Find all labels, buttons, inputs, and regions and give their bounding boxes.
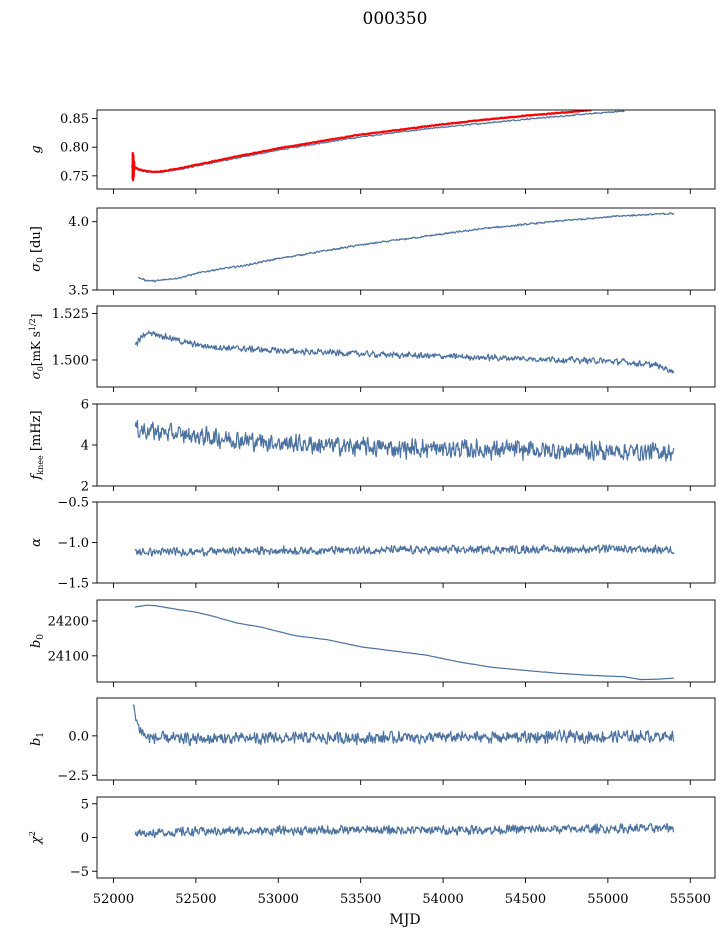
series-line-chi2 (134, 822, 675, 839)
svg-text:b0: b0 (29, 634, 46, 648)
svg-text:fknee [mHz]: fknee [mHz] (29, 410, 45, 480)
x-tick-label: 55000 (587, 892, 628, 907)
panel-fknee: fknee [mHz] 2 4 6 (29, 398, 716, 495)
figure-title: 000350 (363, 9, 428, 29)
x-tick-label: 54000 (422, 892, 463, 907)
y-tick-label: 3.5 (68, 284, 89, 299)
x-axis: 52000 52500 53000 53500 54000 54500 55000 55500 (93, 892, 711, 907)
panel-sigma0-du: σ0 [du] 3.5 4.0 (29, 207, 716, 299)
ylabel-sigma0-mks: σ0[mK s1/2] (28, 314, 45, 380)
series-group-sigma0_mks (134, 330, 675, 374)
series-line-b0 (134, 604, 674, 681)
y-tick-label: −1.0 (57, 536, 89, 551)
series-group-b0 (134, 604, 674, 681)
y-tick-label: 2 (81, 480, 89, 495)
x-tick-label: 54500 (505, 892, 546, 907)
x-tick-label: 55500 (670, 892, 711, 907)
svg-text:σ0 [du]: σ0 [du] (29, 226, 46, 272)
ylabel-sigma0-du: σ0 [du] (29, 226, 46, 272)
y-tick-label: −2.5 (57, 769, 89, 784)
panel-b1: b1 −2.5 0.0 (29, 697, 716, 785)
series-group-b1 (132, 704, 675, 747)
y-tick-label: 4 (81, 439, 89, 454)
y-tick-label: 6 (81, 398, 89, 413)
ylabel-b1: b1 (29, 732, 46, 746)
y-tick-label: 24200 (48, 614, 89, 629)
series-line-fit-spike (131, 151, 136, 182)
svg-text:σ0[mK s1/2]: σ0[mK s1/2] (28, 314, 45, 380)
y-tick-label: 0.75 (60, 169, 89, 184)
series-group-chi2 (134, 822, 675, 839)
panel-alpha: α −1.5 −1.0 −0.5 (29, 496, 716, 592)
panel-sigma0-mks: σ0[mK s1/2] 1.500 1.525 (28, 305, 716, 392)
axes-frame (96, 501, 716, 584)
x-tick-label: 53500 (340, 892, 381, 907)
x-tick-label: 53000 (258, 892, 299, 907)
series-line-alpha (134, 544, 675, 557)
series-group-g (130, 110, 625, 182)
panel-g: g 0.75 0.80 0.85 (29, 109, 716, 194)
axes-frame (96, 796, 716, 879)
series-line-sigma0_mks (134, 330, 675, 374)
x-tick-label: 52000 (93, 892, 134, 907)
series-line-fit (130, 110, 593, 174)
y-tick-label: 5 (81, 797, 89, 812)
y-tick-label: 4.0 (68, 215, 89, 230)
x-axis-label: MJD (389, 912, 420, 928)
y-tick-label: 1.525 (52, 307, 89, 322)
y-tick-label: −5 (70, 865, 89, 880)
axes-frame (96, 305, 716, 388)
x-tick-label: 52500 (175, 892, 216, 907)
y-tick-label: −0.5 (57, 496, 89, 511)
ylabel-chi2: χ2 (28, 831, 44, 845)
svg-text:b1: b1 (29, 732, 46, 746)
y-tick-label: −1.5 (57, 577, 89, 592)
axes-frame (96, 207, 716, 291)
ylabel-alpha: α (29, 538, 44, 547)
y-tick-label: 1.500 (52, 354, 89, 369)
y-tick-label: 0.80 (60, 141, 89, 156)
y-tick-label: 0.0 (68, 729, 89, 744)
svg-text:g: g (29, 145, 44, 153)
series-group-alpha (134, 544, 675, 557)
axes-frame (96, 403, 716, 487)
ylabel-b0: b0 (29, 634, 46, 648)
series-line-fknee (134, 419, 675, 462)
series-group-sigma0_du (137, 212, 675, 283)
series-group-fknee (134, 419, 675, 462)
svg-text:χ2: χ2 (28, 831, 44, 845)
series-line-sigma0 (137, 212, 675, 283)
svg-text:α: α (29, 538, 44, 547)
ylabel-fknee: fknee [mHz] (29, 410, 45, 480)
y-tick-label: 24100 (48, 649, 89, 664)
ylabel-g: g (29, 145, 44, 153)
panel-b0: b0 24100 24200 (29, 599, 716, 687)
y-tick-label: 0.85 (60, 112, 89, 127)
axes-frame (96, 109, 716, 190)
panel-chi2: χ2 −5 0 5 (28, 796, 716, 883)
axes-frame (96, 599, 716, 683)
axes-frame (96, 697, 716, 781)
y-tick-label: 0 (81, 831, 89, 846)
series-line-b1 (132, 704, 675, 747)
